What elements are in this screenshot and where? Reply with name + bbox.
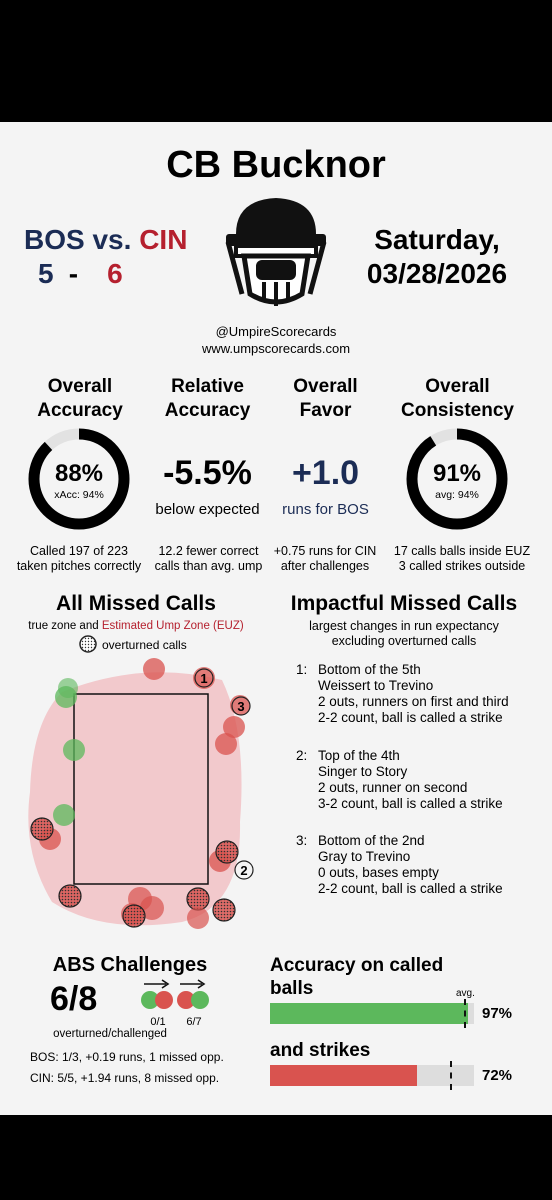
abs-caption: overturned/challenged xyxy=(53,1028,167,1040)
strike-zone xyxy=(73,693,209,885)
marker-2: 2 xyxy=(240,863,247,878)
handle: @UmpireScorecards xyxy=(215,324,337,339)
pitch-dot-overturned xyxy=(212,898,236,922)
pitch-dot-overturned xyxy=(58,884,82,908)
impact-call-3: 3: Bottom of the 2nd Gray to Trevino 0 o… xyxy=(296,833,503,896)
impactful-title: Impactful Missed Calls xyxy=(290,592,518,615)
zone-legend: true zone and Estimated Ump Zone (EUZ) xyxy=(28,620,244,632)
umpire-mask-icon xyxy=(225,198,327,306)
marker-3: 3 xyxy=(237,699,244,714)
balls-avg-marker xyxy=(463,999,466,1028)
pitch-dot xyxy=(215,733,237,755)
overturned-legend-icon xyxy=(79,635,97,653)
pitch-dot-overturned xyxy=(30,817,54,841)
favor-note: +0.75 runs for CIN after challenges xyxy=(273,544,377,573)
overall-consistency-title: Overall Consistency xyxy=(401,376,514,421)
pitch-dot xyxy=(223,716,245,738)
game-date: 03/28/2026 xyxy=(366,258,508,289)
away-score: 5 xyxy=(38,258,54,289)
game-day: Saturday, xyxy=(374,224,500,255)
impactful-subtitle: largest changes in run expectancy exclud… xyxy=(309,619,499,648)
vs-label: vs. xyxy=(92,224,132,255)
score: 5 - 6 xyxy=(38,258,123,290)
pitch-dot xyxy=(63,739,85,761)
consistency-avg: avg: 94% xyxy=(435,489,479,501)
pitch-dot xyxy=(143,658,165,680)
home-score: 6 xyxy=(107,258,123,289)
relative-accuracy-value: -5.5% xyxy=(163,454,252,492)
home-team: CIN xyxy=(139,224,188,255)
pitch-dot xyxy=(187,907,209,929)
missed-calls-plot: 1 3 2 xyxy=(28,658,254,929)
relative-accuracy-sub: below expected xyxy=(155,501,260,518)
pitch-dot xyxy=(58,678,78,698)
accuracy-bars-title: Accuracy on called balls xyxy=(270,955,444,999)
avg-label: avg. xyxy=(456,988,475,999)
favor-value: +1.0 xyxy=(291,454,360,492)
favor-sub: runs for BOS xyxy=(282,501,369,518)
accuracy-value: 88% xyxy=(54,460,104,487)
abs-right-ratio: 6/7 xyxy=(186,1016,202,1028)
overall-favor-title: Overall Favor xyxy=(293,376,358,421)
score-dash: - xyxy=(68,258,79,289)
matchup: BOS vs. CIN xyxy=(24,224,187,256)
website: www.umpscorecards.com xyxy=(201,341,351,356)
consistency-note: 17 calls balls inside EUZ 3 called strik… xyxy=(393,544,531,573)
balls-bar xyxy=(270,999,474,1028)
relative-accuracy-note: 12.2 fewer correct calls than avg. ump xyxy=(154,544,263,573)
abs-title: ABS Challenges xyxy=(52,954,208,976)
strikes-bar-fill xyxy=(270,1065,417,1086)
overturned-legend-label: overturned calls xyxy=(102,638,187,652)
strikes-avg-marker xyxy=(449,1061,452,1090)
accuracy-note: Called 197 of 223 taken pitches correctl… xyxy=(16,544,142,573)
abs-value: 6/8 xyxy=(50,980,98,1018)
strike-to-ball-icon xyxy=(177,979,209,1009)
abs-left-ratio: 0/1 xyxy=(150,1016,166,1028)
strikes-bar xyxy=(270,1061,474,1090)
away-team: BOS xyxy=(24,224,85,255)
accuracy-xacc: xAcc: 94% xyxy=(54,489,104,501)
missed-pitches xyxy=(30,658,250,929)
impact-call-2: 2: Top of the 4th Singer to Story 2 outs… xyxy=(296,748,503,811)
missed-calls-title: All Missed Calls xyxy=(56,592,216,615)
ball-to-strike-icon xyxy=(141,979,173,1009)
pitch-dot xyxy=(53,804,75,826)
consistency-ring xyxy=(406,428,508,530)
umpire-name: CB Bucknor xyxy=(166,144,386,186)
pitch-dot-overturned xyxy=(215,840,239,864)
strikes-title: and strikes xyxy=(270,1040,371,1061)
marker-1: 1 xyxy=(200,671,207,686)
abs-cin-line: CIN: 5/5, +1.94 runs, 8 missed opp. xyxy=(30,1071,220,1085)
strikes-accuracy-value: 72% xyxy=(482,1067,513,1084)
euz-region xyxy=(28,672,242,926)
overall-accuracy-title: Overall Accuracy xyxy=(37,376,123,421)
pitch-dot-overturned xyxy=(122,904,146,928)
accuracy-ring xyxy=(28,428,130,530)
relative-accuracy-title: Relative Accuracy xyxy=(164,376,251,421)
impact-markers: 1 3 2 xyxy=(194,668,254,880)
pitch-dot xyxy=(140,896,164,920)
balls-accuracy-value: 97% xyxy=(482,1005,513,1022)
scorecard: CB Bucknor BOS vs. CIN 5 - 6 Saturday, 0… xyxy=(0,122,552,1115)
consistency-value: 91% xyxy=(432,460,482,487)
balls-bar-fill xyxy=(270,1003,468,1024)
impact-call-1: 1: Bottom of the 5th Weissert to Trevino… xyxy=(296,662,509,725)
abs-bos-line: BOS: 1/3, +0.19 runs, 1 missed opp. xyxy=(30,1050,224,1064)
pitch-dot-overturned xyxy=(186,887,210,911)
pitch-dot xyxy=(193,667,215,689)
